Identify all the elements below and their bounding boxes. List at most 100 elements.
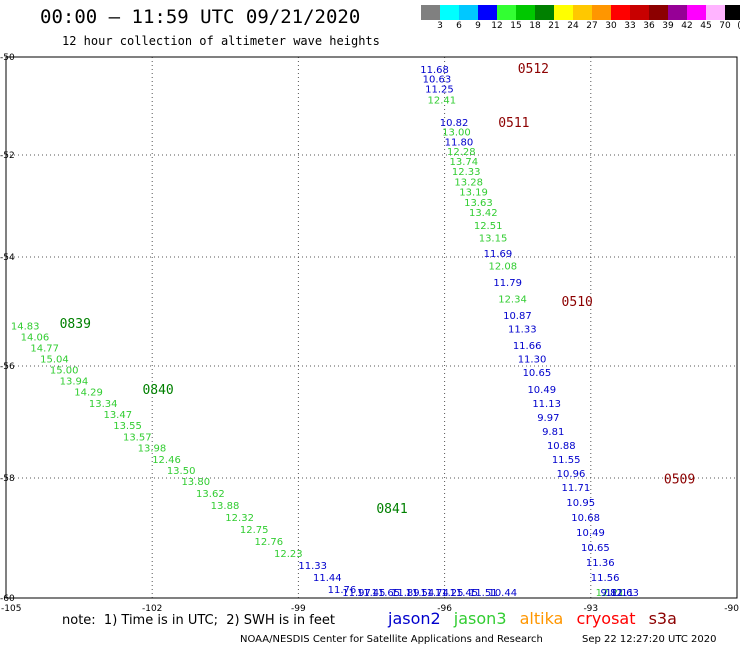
wave-height-label: 11.71 xyxy=(562,483,591,494)
pass-time-label: 0510 xyxy=(562,295,593,310)
wave-height-label: 12.23 xyxy=(274,549,303,560)
wave-height-label: 12.21 xyxy=(596,588,625,599)
legend-swatch xyxy=(478,5,497,20)
wave-height-label: 11.56 xyxy=(591,573,620,584)
lat-tick-label: -52 xyxy=(0,151,15,161)
legend-swatch xyxy=(459,5,478,20)
wave-height-label: 11.79 xyxy=(493,278,522,289)
wave-height-label: 9.97 xyxy=(537,413,559,424)
credit-line: NOAA/NESDIS Center for Satellite Applica… xyxy=(240,634,543,645)
pass-time-label: 0512 xyxy=(518,62,549,77)
wave-height-label: 13.94 xyxy=(60,376,89,387)
wave-height-label: 13.50 xyxy=(167,466,196,477)
wave-height-label: 13.63 xyxy=(464,198,493,209)
pass-time-label: 0841 xyxy=(376,502,407,517)
wave-height-label: 11.33 xyxy=(508,324,537,335)
legend-jason3: jason3 xyxy=(453,609,507,628)
wave-height-label: 10.65 xyxy=(523,368,552,379)
wave-height-label: 11.13 xyxy=(532,399,561,410)
legend-label: 12 xyxy=(491,21,503,31)
lat-tick-label: -58 xyxy=(0,474,15,484)
wave-height-label: 13.15 xyxy=(479,234,508,245)
legend-swatch xyxy=(573,5,592,20)
wave-height-label: 11.25 xyxy=(435,588,464,599)
wave-height-label: 11.33 xyxy=(298,561,327,572)
wave-height-label: 12.51 xyxy=(474,221,503,232)
wave-height-label: 10.65 xyxy=(581,543,610,554)
wave-height-label: 10.63 xyxy=(423,75,452,86)
wave-height-label: 10.49 xyxy=(576,528,605,539)
wave-height-label: 13.74 xyxy=(449,157,478,168)
wave-height-label: 13.34 xyxy=(89,399,118,410)
wave-height-label: 13.57 xyxy=(123,432,152,443)
timestamp: Sep 22 12:27:20 UTC 2020 xyxy=(582,634,717,645)
lon-tick-label: -102 xyxy=(142,604,162,614)
legend-label: 39 xyxy=(662,21,674,31)
pass-time-label: 0511 xyxy=(498,116,529,131)
legend-swatch xyxy=(630,5,649,20)
legend-label: 24 xyxy=(567,21,579,31)
wave-height-label: 11.66 xyxy=(513,341,542,352)
wave-height-label: 11.97 xyxy=(342,588,371,599)
wave-height-label: 13.55 xyxy=(113,421,142,432)
wave-height-label: 12.34 xyxy=(498,294,527,305)
wave-height-label: 14.29 xyxy=(74,388,103,399)
legend-swatch xyxy=(725,5,740,20)
legend-label: 36 xyxy=(643,21,655,31)
wave-height-label: 11.76 xyxy=(328,585,357,596)
legend-swatch xyxy=(611,5,630,20)
wave-height-label: 12.28 xyxy=(447,147,476,158)
wave-height-label: 15.04 xyxy=(40,354,69,365)
pass-time-label: 0509 xyxy=(664,472,695,487)
wave-height-label: 14.77 xyxy=(30,343,59,354)
legend-swatch xyxy=(421,5,440,20)
color-legend-bar xyxy=(421,5,740,20)
wave-height-label: 11.68 xyxy=(420,65,449,76)
wave-height-label: 13.62 xyxy=(196,489,225,500)
legend-label: 42 xyxy=(681,21,693,31)
legend-s3a: s3a xyxy=(648,609,677,628)
wave-height-label: 12.41 xyxy=(428,95,457,106)
legend-label: 15 xyxy=(510,21,522,31)
legend-jason2: jason2 xyxy=(388,609,441,628)
wave-height-label: 11.63 xyxy=(610,588,639,599)
page-subtitle: 12 hour collection of altimeter wave hei… xyxy=(62,34,380,48)
map-frame xyxy=(5,56,738,599)
lon-tick-label: -96 xyxy=(437,604,452,614)
pass-labels: 0512 0511 0510 0509 0839 0840 0841 xyxy=(60,62,696,517)
wave-height-label: 11.80 xyxy=(445,137,474,148)
legend-swatch xyxy=(706,5,725,20)
wave-height-label: 10.88 xyxy=(547,441,576,452)
wave-height-label: 13.98 xyxy=(138,444,167,455)
legend-label: 30 xyxy=(605,21,617,31)
legend-swatch xyxy=(554,5,573,20)
wave-height-label: 11.45 xyxy=(357,588,386,599)
wave-height-label: 10.44 xyxy=(488,588,517,599)
wave-height-label: 11.65 xyxy=(372,588,401,599)
wave-height-label: 11.51 xyxy=(469,588,498,599)
lat-tick-label: -56 xyxy=(0,362,15,372)
legend-label: 27 xyxy=(586,21,598,31)
wave-height-label: 13.19 xyxy=(459,188,488,199)
legend-label: 18 xyxy=(529,21,541,31)
wave-height-label: 12.76 xyxy=(255,537,284,548)
pass-time-label: 0839 xyxy=(60,317,91,332)
wave-height-label: 13.80 xyxy=(181,477,210,488)
legend-altika: altika xyxy=(519,609,564,628)
wave-height-label: 14.06 xyxy=(21,333,50,344)
legend-label: 6 xyxy=(456,21,462,31)
wave-height-label: 12.32 xyxy=(225,513,254,524)
legend-label: 45 xyxy=(700,21,712,31)
wave-height-label: 11.45 xyxy=(449,588,478,599)
pass-time-label: 0840 xyxy=(142,383,173,398)
wave-height-label: 12.33 xyxy=(452,167,481,178)
lat-tick-label: -60 xyxy=(0,594,15,604)
legend-label: 70 xyxy=(719,21,731,31)
wave-height-label: 13.42 xyxy=(469,208,498,219)
footer-note: note: 1) Time is in UTC; 2) SWH is in fe… xyxy=(62,613,335,628)
track-labels: 11.6810.6311.2512.4110.8213.0011.8012.28… xyxy=(11,65,639,599)
legend-swatch xyxy=(440,5,459,20)
legend-label: 33 xyxy=(624,21,636,31)
legend-swatch xyxy=(649,5,668,20)
wave-height-label: 12.75 xyxy=(240,525,269,536)
